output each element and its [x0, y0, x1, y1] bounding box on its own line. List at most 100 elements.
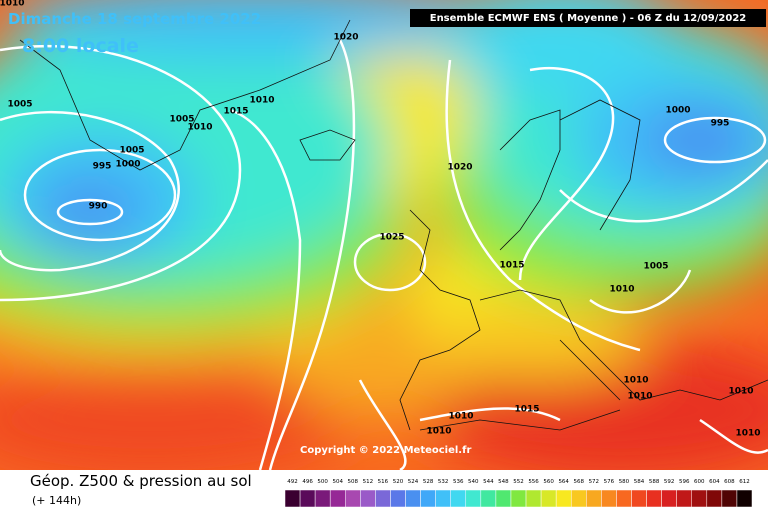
legend-swatch — [299, 489, 316, 508]
legend-label: 544 — [483, 479, 494, 485]
legend-label: 528 — [423, 479, 434, 485]
footer-lead: (+ 144h) — [32, 494, 81, 507]
legend-swatch — [721, 489, 738, 508]
legend-swatch — [586, 489, 602, 508]
isobar-label: 1010 — [627, 392, 652, 402]
legend-label: 584 — [634, 479, 645, 485]
legend-label: 580 — [619, 479, 630, 485]
legend-swatch — [405, 489, 421, 508]
legend-label: 504 — [332, 479, 343, 485]
isobar-label: 1005 — [169, 115, 194, 125]
legend-label: 524 — [408, 479, 419, 485]
legend-swatch — [661, 489, 677, 508]
isobar-label: 1010 — [623, 376, 648, 386]
isobar-label: 1020 — [447, 163, 472, 173]
isobar-label: 1000 — [665, 106, 690, 116]
legend-label: 540 — [468, 479, 479, 485]
legend-label: 516 — [378, 479, 389, 485]
isobar-label: 1010 — [728, 387, 753, 397]
legend-label: 508 — [348, 479, 359, 485]
date: Dimanche 18 septembre 2022 — [8, 10, 261, 28]
legend-swatch — [570, 489, 587, 508]
footer-title: Géop. Z500 & pression au sol — [30, 472, 252, 490]
legend-swatch — [465, 489, 482, 508]
legend-swatch — [360, 489, 376, 508]
legend-swatch — [420, 489, 436, 508]
legend-label: 552 — [513, 479, 524, 485]
isobar-label: 1025 — [379, 233, 404, 243]
isobar-label: 990 — [89, 202, 108, 212]
isobar-label: 1000 — [115, 160, 140, 170]
legend-swatch — [450, 489, 467, 508]
run-info: Ensemble ECMWF ENS ( Moyenne ) - 06 Z du… — [430, 13, 747, 24]
legend-swatch — [555, 489, 572, 508]
isobar-label: 1005 — [643, 262, 668, 272]
legend-label: 612 — [739, 479, 750, 485]
isobar-label: 1010 — [735, 429, 760, 439]
legend-label: 520 — [393, 479, 404, 485]
coastlines — [19, 19, 768, 431]
legend-label: 556 — [528, 479, 539, 485]
legend-label: 604 — [709, 479, 720, 485]
legend-label: 560 — [543, 479, 554, 485]
legend-swatch — [616, 489, 632, 508]
isobar-label: 1010 — [609, 285, 634, 295]
legend-label: 576 — [604, 479, 615, 485]
legend-label: 548 — [498, 479, 509, 485]
isobar-label: 1010 — [448, 412, 473, 422]
legend-swatch — [646, 489, 662, 508]
legend-label: 532 — [438, 479, 449, 485]
legend-label: 600 — [694, 479, 705, 485]
copyright: Copyright © 2022 Meteociel.fr — [300, 445, 471, 456]
isobar-label: 1020 — [333, 33, 358, 43]
isobar-label: 995 — [93, 162, 112, 172]
legend-label: 596 — [679, 479, 690, 485]
legend-label: 588 — [649, 479, 660, 485]
legend-swatch — [284, 489, 301, 508]
legend-label: 536 — [453, 479, 464, 485]
isobar-label: 1005 — [119, 146, 144, 156]
legend-swatch — [329, 489, 346, 508]
field — [0, 0, 768, 470]
legend-swatch — [706, 489, 723, 508]
legend-swatch — [601, 489, 617, 508]
isobar-label: 1010 — [426, 427, 451, 437]
legend-swatch — [691, 489, 708, 508]
isobar-label: 1010 — [0, 0, 25, 9]
legend-swatch — [375, 489, 391, 508]
legend-swatch — [540, 489, 557, 508]
legend-label: 564 — [558, 479, 569, 485]
legend-swatch — [631, 489, 647, 508]
isobar-label: 1015 — [223, 107, 248, 117]
legend-swatch — [435, 489, 451, 508]
isobar-label: 1005 — [7, 100, 32, 110]
legend-swatch — [480, 489, 497, 508]
legend-swatch — [390, 489, 406, 508]
legend-swatch — [510, 489, 527, 508]
color-legend: 492 496 500 504 508 512 516 520 524 528 532 536 540 5… — [284, 479, 753, 508]
legend-swatch — [314, 489, 331, 508]
legend-label: 512 — [363, 479, 374, 485]
legend-swatch — [345, 489, 361, 508]
legend-swatch — [495, 489, 512, 508]
isobar-label: 1010 — [249, 96, 274, 106]
legend-label: 568 — [574, 479, 585, 485]
legend-label: 500 — [317, 479, 328, 485]
isobar-label: 995 — [711, 119, 730, 129]
legend-label: 592 — [664, 479, 675, 485]
legend-swatch — [676, 489, 692, 508]
isobar-label: 1015 — [499, 261, 524, 271]
run-banner — [410, 9, 766, 27]
isobars — [0, 39, 768, 470]
legend-label: 492 — [287, 479, 298, 485]
legend-swatch — [736, 489, 753, 508]
isobar-label: 1015 — [514, 405, 539, 415]
legend-label: 608 — [724, 479, 735, 485]
isobar-label: 1010 — [187, 123, 212, 133]
time: 8:00 locale — [22, 35, 139, 57]
legend-label: 496 — [302, 479, 313, 485]
legend-label: 572 — [589, 479, 600, 485]
legend-swatch — [525, 489, 542, 508]
